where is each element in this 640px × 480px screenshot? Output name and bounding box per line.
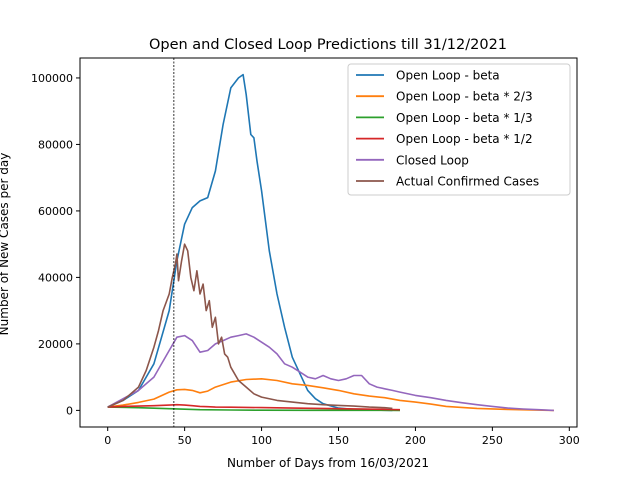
- series-line-5: [107, 243, 393, 410]
- y-tick-label: 60000: [38, 205, 73, 218]
- legend-label-3: Open Loop - beta * 1/2: [396, 132, 533, 146]
- series-line-0: [107, 73, 393, 412]
- y-tick-label: 40000: [38, 271, 73, 284]
- series-line-1: [107, 377, 554, 412]
- legend-label-2: Open Loop - beta * 1/3: [396, 111, 533, 125]
- x-tick-label: 50: [178, 434, 192, 447]
- chart-title: Open and Closed Loop Predictions till 31…: [149, 37, 507, 53]
- y-tick-label: 20000: [38, 338, 73, 351]
- series-line-4: [107, 333, 554, 412]
- x-tick-label: 300: [559, 434, 580, 447]
- series-line-3: [107, 403, 401, 411]
- axes-frame: [79, 57, 578, 428]
- x-tick-label: 250: [482, 434, 503, 447]
- legend-label-5: Actual Confirmed Cases: [396, 175, 539, 189]
- legend-label-0: Open Loop - beta: [396, 69, 500, 83]
- series-line-2: [107, 406, 401, 412]
- plot-area: 0 50 100 150 200 250 300 0 20000 40000 60000 80000 1…: [31, 57, 580, 447]
- x-tick-label: 200: [405, 434, 426, 447]
- legend-label-4: Closed Loop: [396, 153, 469, 167]
- y-tick-label: 0: [66, 404, 73, 417]
- y-axis-label: Number of New Cases per day: [0, 153, 11, 336]
- x-tick-label: 0: [104, 434, 111, 447]
- x-axis-label: Number of Days from 16/03/2021: [227, 456, 429, 470]
- x-tick-label: 150: [328, 434, 349, 447]
- y-tick-label: 80000: [38, 138, 73, 151]
- legend-box: [347, 63, 571, 196]
- y-tick-label: 100000: [31, 72, 73, 85]
- x-tick-label: 100: [251, 434, 272, 447]
- legend-label-1: Open Loop - beta * 2/3: [396, 90, 533, 104]
